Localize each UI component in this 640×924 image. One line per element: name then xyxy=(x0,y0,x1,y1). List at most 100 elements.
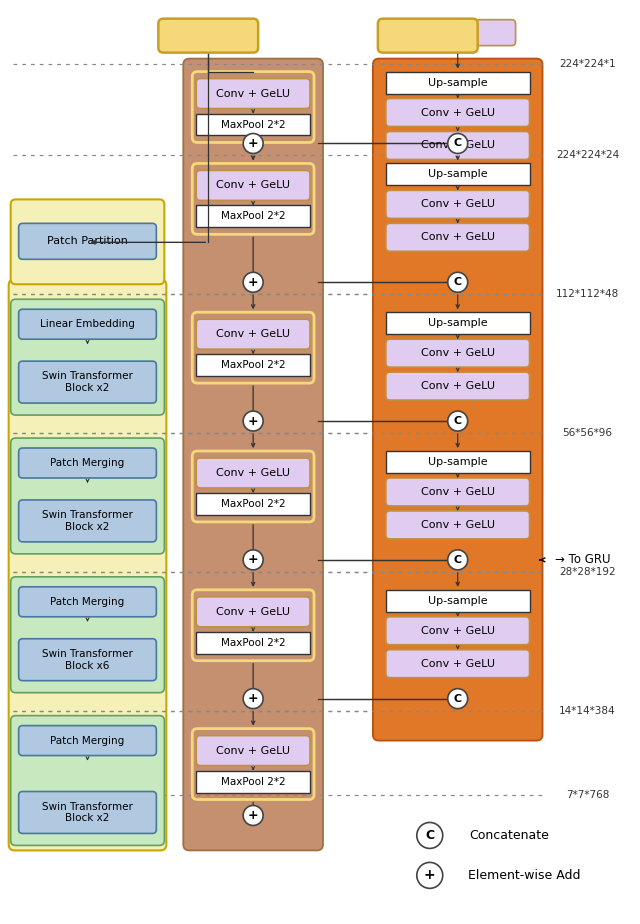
Circle shape xyxy=(243,133,263,153)
Circle shape xyxy=(448,550,468,570)
Text: Conv + GeLU: Conv + GeLU xyxy=(420,200,495,210)
Circle shape xyxy=(243,273,263,292)
FancyBboxPatch shape xyxy=(11,200,164,285)
FancyBboxPatch shape xyxy=(196,319,310,349)
FancyBboxPatch shape xyxy=(196,597,310,626)
FancyBboxPatch shape xyxy=(11,715,164,845)
Bar xyxy=(196,492,310,515)
Text: Conv + GeLU: Conv + GeLU xyxy=(420,107,495,117)
Text: Conv + GeLU: Conv + GeLU xyxy=(420,348,495,359)
Circle shape xyxy=(243,550,263,570)
Text: C: C xyxy=(454,277,462,287)
Text: Up-sample: Up-sample xyxy=(428,318,488,328)
Text: Conv + GeLU: Conv + GeLU xyxy=(216,329,290,339)
Text: MaxPool 2*2: MaxPool 2*2 xyxy=(221,360,285,371)
Text: +: + xyxy=(248,692,259,705)
FancyBboxPatch shape xyxy=(19,448,156,478)
FancyBboxPatch shape xyxy=(386,616,529,645)
Text: C: C xyxy=(425,829,435,842)
Circle shape xyxy=(448,273,468,292)
Text: Conv + GeLU: Conv + GeLU xyxy=(420,140,495,151)
Text: Conv + GeLU: Conv + GeLU xyxy=(420,626,495,636)
FancyBboxPatch shape xyxy=(386,339,529,367)
FancyBboxPatch shape xyxy=(19,361,156,403)
FancyBboxPatch shape xyxy=(19,725,156,756)
Text: Conv + GeLU: Conv + GeLU xyxy=(216,468,290,478)
Bar xyxy=(196,771,310,793)
FancyBboxPatch shape xyxy=(378,18,477,53)
FancyBboxPatch shape xyxy=(19,224,156,260)
Text: +: + xyxy=(424,869,436,882)
FancyBboxPatch shape xyxy=(19,792,156,833)
Text: 7*7*768: 7*7*768 xyxy=(566,791,609,800)
FancyBboxPatch shape xyxy=(196,79,310,108)
FancyBboxPatch shape xyxy=(386,372,529,400)
Text: Swin Transformer
Block x2: Swin Transformer Block x2 xyxy=(42,371,133,393)
FancyBboxPatch shape xyxy=(183,58,323,850)
Text: C: C xyxy=(454,416,462,426)
Text: → To GRU: → To GRU xyxy=(555,553,610,566)
FancyBboxPatch shape xyxy=(9,279,166,850)
Text: Conv + GeLU: Conv + GeLU xyxy=(216,180,290,190)
FancyBboxPatch shape xyxy=(19,310,156,339)
Text: 224*224*24: 224*224*24 xyxy=(556,151,619,161)
Text: +: + xyxy=(248,553,259,566)
Text: Conv + GeLU: Conv + GeLU xyxy=(216,89,290,99)
Circle shape xyxy=(448,411,468,432)
Text: +: + xyxy=(248,809,259,822)
Text: Swin Transformer
Block x6: Swin Transformer Block x6 xyxy=(42,649,133,671)
Text: Concatenate: Concatenate xyxy=(470,829,550,842)
FancyBboxPatch shape xyxy=(19,587,156,616)
Text: Up-sample: Up-sample xyxy=(428,596,488,606)
FancyBboxPatch shape xyxy=(386,511,529,539)
Text: Image: Image xyxy=(184,29,232,43)
Text: MaxPool 2*2: MaxPool 2*2 xyxy=(221,119,285,129)
Text: +: + xyxy=(248,137,259,150)
FancyBboxPatch shape xyxy=(19,500,156,541)
Text: Swin Transformer
Block x2: Swin Transformer Block x2 xyxy=(42,802,133,823)
Circle shape xyxy=(417,822,443,848)
Text: 14*14*384: 14*14*384 xyxy=(559,706,616,715)
FancyBboxPatch shape xyxy=(386,478,529,506)
Text: Conv + GeLU: Conv + GeLU xyxy=(420,659,495,669)
Text: Patch Partition: Patch Partition xyxy=(47,237,128,247)
Bar xyxy=(386,590,529,612)
Text: Conv + GeLU: Conv + GeLU xyxy=(420,232,495,242)
Text: 56*56*96: 56*56*96 xyxy=(563,428,612,438)
Text: MaxPool 2*2: MaxPool 2*2 xyxy=(221,638,285,648)
Text: Element-wise Add: Element-wise Add xyxy=(468,869,581,881)
Circle shape xyxy=(417,862,443,888)
Text: C: C xyxy=(454,139,462,149)
FancyBboxPatch shape xyxy=(386,131,529,160)
Bar xyxy=(386,71,529,93)
Text: Conv + GeLU: Conv + GeLU xyxy=(216,746,290,756)
Text: 112*112*48: 112*112*48 xyxy=(556,289,619,299)
Circle shape xyxy=(243,411,263,432)
FancyBboxPatch shape xyxy=(11,577,164,693)
Text: 28*28*192: 28*28*192 xyxy=(559,566,616,577)
Text: Patch Merging: Patch Merging xyxy=(51,736,125,746)
FancyBboxPatch shape xyxy=(196,458,310,488)
Text: Conv + GeLU: Conv + GeLU xyxy=(420,487,495,497)
Bar xyxy=(386,312,529,334)
Text: MaxPool 2*2: MaxPool 2*2 xyxy=(221,212,285,222)
Text: Conv + GeLU: Conv + GeLU xyxy=(216,607,290,617)
FancyBboxPatch shape xyxy=(196,170,310,201)
Text: Output: Output xyxy=(401,29,455,43)
Text: Patch Merging: Patch Merging xyxy=(51,597,125,607)
Text: C: C xyxy=(454,554,462,565)
Text: Up-sample: Up-sample xyxy=(428,78,488,88)
Circle shape xyxy=(243,806,263,825)
Bar xyxy=(196,114,310,136)
Circle shape xyxy=(448,688,468,709)
Circle shape xyxy=(243,688,263,709)
FancyBboxPatch shape xyxy=(373,58,543,740)
Text: 224*224*1: 224*224*1 xyxy=(559,58,616,68)
Text: Linear Embedding: Linear Embedding xyxy=(40,319,135,329)
FancyBboxPatch shape xyxy=(386,224,529,251)
FancyBboxPatch shape xyxy=(386,99,529,127)
FancyBboxPatch shape xyxy=(19,638,156,681)
Text: Swin Transformer
Block x2: Swin Transformer Block x2 xyxy=(42,510,133,531)
FancyBboxPatch shape xyxy=(400,19,516,45)
Bar xyxy=(196,632,310,653)
